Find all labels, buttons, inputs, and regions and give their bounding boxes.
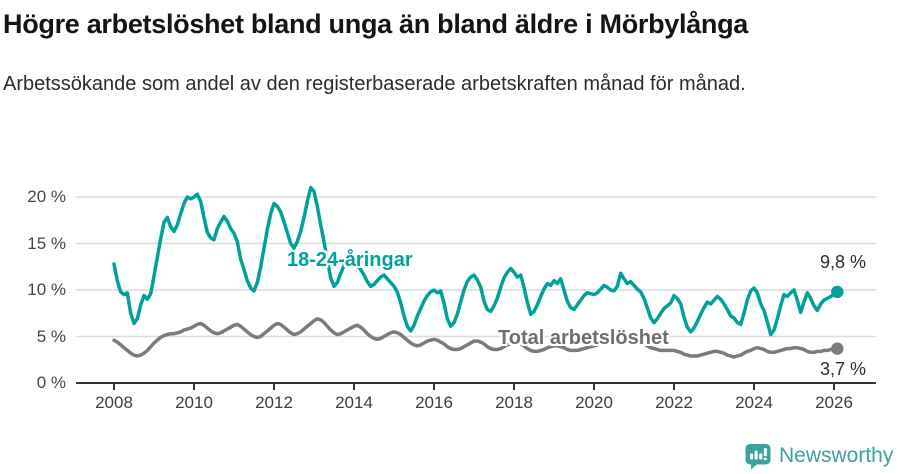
series-label-18-24: 18-24-åringar <box>287 249 413 271</box>
newsworthy-logo-icon <box>745 444 771 470</box>
newsworthy-brand: Newsworthy <box>744 442 893 470</box>
x-axis-label: 2022 <box>655 393 693 412</box>
y-axis-label: 5 % <box>36 326 66 346</box>
page-title: Högre arbetslöshet bland unga än bland ä… <box>3 9 749 39</box>
x-axis-label: 2018 <box>495 393 533 412</box>
x-axis-label: 2026 <box>815 393 853 412</box>
x-axis-label: 2016 <box>415 393 453 412</box>
y-axis-label: 20 % <box>27 187 66 206</box>
end-value-label-total: 3,7 % <box>819 359 866 379</box>
chart-subtitle: Arbetssökande som andel av den registerb… <box>3 73 746 95</box>
y-axis-label: 0 % <box>36 373 66 392</box>
x-axis-label: 2012 <box>255 393 293 412</box>
series-label-total: Total arbetslöshet <box>498 327 669 349</box>
x-axis-label: 2014 <box>335 393 373 412</box>
y-axis-label: 15 % <box>27 233 66 253</box>
series-line-0 <box>112 185 840 337</box>
newsworthy-wordmark: Newsworthy <box>779 444 894 467</box>
x-axis-label: 2020 <box>575 393 613 412</box>
end-value-label-18-24: 9,8 % <box>819 252 866 272</box>
x-axis-label: 2010 <box>175 393 213 412</box>
series-end-dot-1 <box>831 342 844 355</box>
series-line-1 <box>112 317 840 359</box>
y-axis-label: 10 % <box>27 280 66 299</box>
series-end-dot-0 <box>831 285 844 299</box>
x-axis-label: 2024 <box>735 393 773 412</box>
x-axis-label: 2008 <box>95 393 133 412</box>
